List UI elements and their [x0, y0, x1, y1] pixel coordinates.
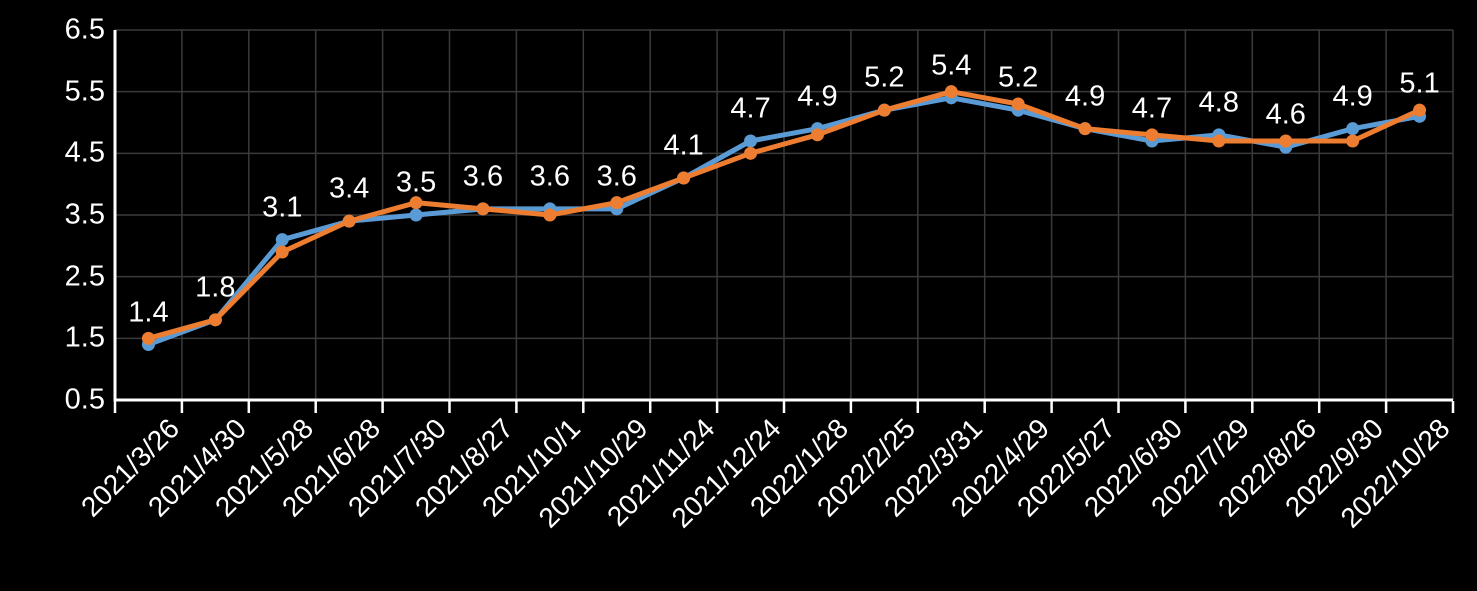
series-marker-1 [275, 245, 289, 259]
y-axis-label: 6.5 [64, 13, 105, 46]
series-marker-0 [409, 208, 423, 222]
series-marker-1 [744, 146, 758, 160]
series-marker-1 [476, 202, 490, 216]
data-label: 3.6 [596, 160, 637, 193]
y-axis-label: 2.5 [64, 260, 105, 293]
series-marker-1 [409, 196, 423, 210]
data-label: 1.4 [128, 296, 169, 329]
data-label: 3.4 [328, 172, 370, 205]
series-marker-1 [944, 85, 958, 99]
series-marker-1 [1279, 134, 1293, 148]
data-label: 4.6 [1265, 98, 1306, 131]
data-label: 3.6 [529, 160, 571, 193]
series-marker-1 [543, 208, 557, 222]
data-label: 1.8 [195, 271, 236, 304]
series-marker-1 [1011, 97, 1025, 111]
data-label: 3.5 [395, 166, 437, 199]
data-label: 4.8 [1198, 86, 1240, 119]
y-axis-label: 4.5 [64, 136, 105, 169]
series-marker-1 [1145, 128, 1159, 142]
series-marker-1 [610, 196, 624, 210]
data-label: 4.9 [797, 80, 838, 113]
data-label: 4.7 [730, 92, 771, 125]
series-marker-1 [677, 171, 691, 185]
series-marker-0 [744, 134, 758, 148]
data-label: 3.1 [262, 191, 303, 224]
data-label: 5.4 [931, 49, 972, 82]
series-marker-1 [1346, 134, 1360, 148]
y-axis-label: 0.5 [64, 383, 105, 416]
series-marker-1 [141, 331, 155, 345]
series-marker-1 [1413, 103, 1427, 117]
data-label: 5.2 [997, 61, 1039, 94]
data-label: 5.1 [1399, 67, 1440, 100]
data-label: 3.6 [462, 160, 504, 193]
y-axis-label: 3.5 [64, 198, 105, 231]
data-label: 4.9 [1064, 80, 1106, 113]
series-marker-1 [342, 214, 356, 228]
series-marker-1 [877, 103, 891, 117]
data-label: 4.7 [1131, 92, 1173, 125]
y-axis-label: 5.5 [64, 75, 105, 108]
series-marker-0 [1346, 122, 1360, 136]
data-label: 5.2 [864, 61, 905, 94]
series-marker-1 [810, 128, 824, 142]
y-axis-label: 1.5 [64, 321, 105, 354]
series-marker-1 [1212, 134, 1226, 148]
series-marker-1 [1078, 122, 1092, 136]
series-marker-0 [275, 233, 289, 247]
data-label: 4.9 [1332, 80, 1373, 113]
data-label: 4.1 [663, 129, 704, 162]
series-marker-1 [208, 313, 222, 327]
series-line-1 [145, 89, 1423, 341]
